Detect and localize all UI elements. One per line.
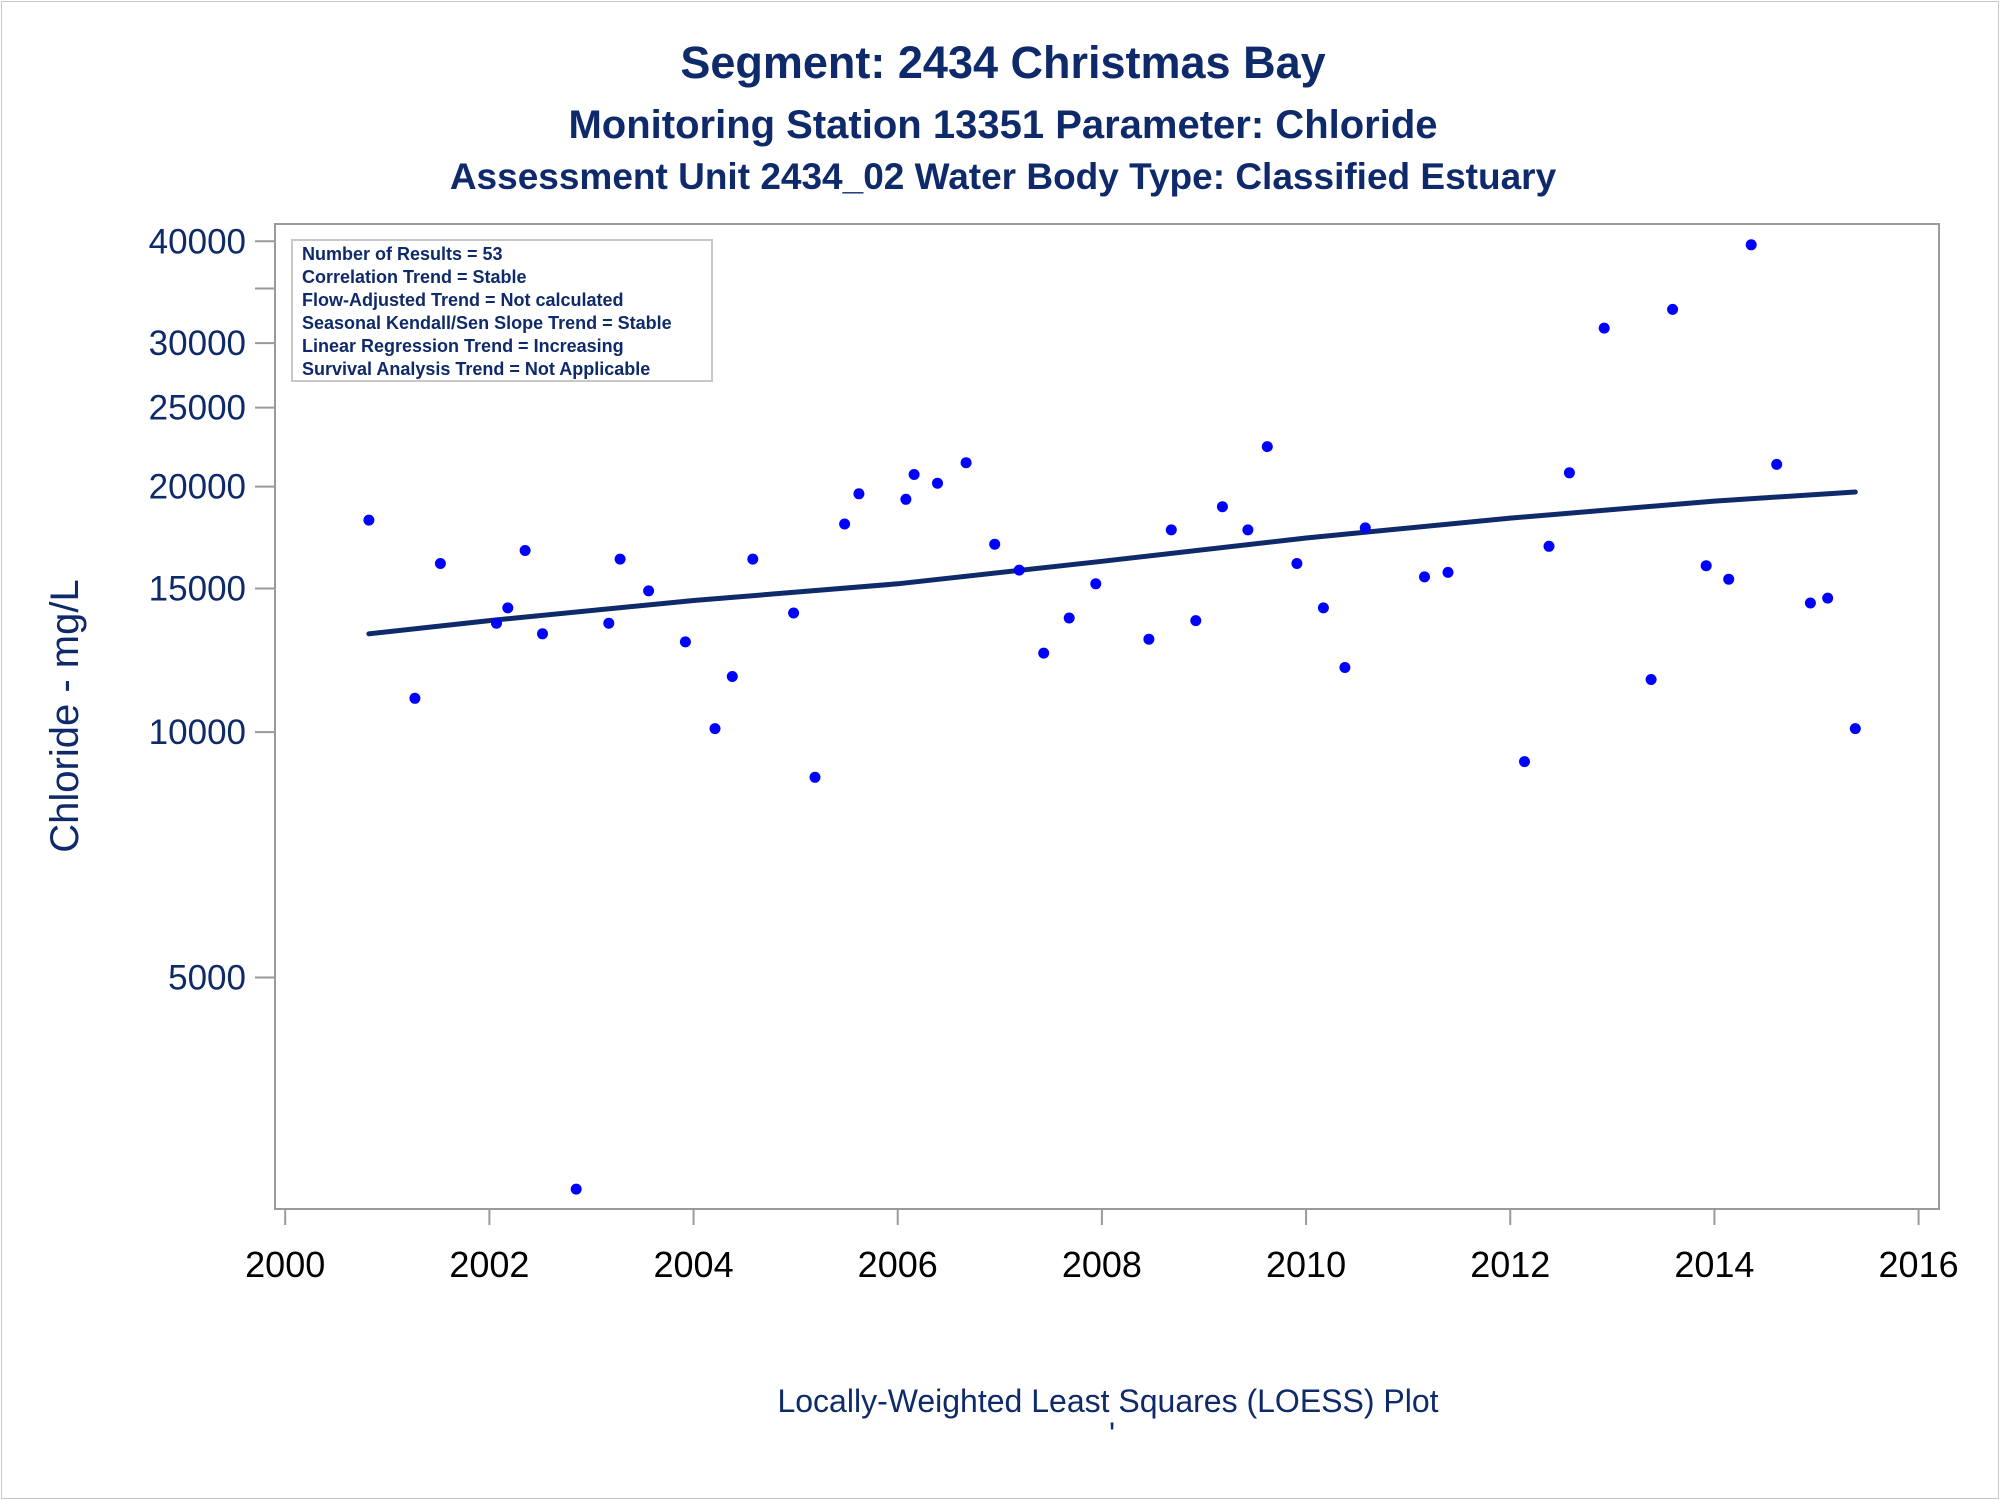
y-tick-label: 5000 bbox=[168, 958, 246, 997]
data-point bbox=[1291, 558, 1303, 569]
data-point bbox=[809, 771, 821, 783]
stat-seasonal-kendall-trend: Seasonal Kendall/Sen Slope Trend = Stabl… bbox=[302, 313, 672, 333]
data-point bbox=[960, 457, 972, 469]
y-tick-label: 25000 bbox=[149, 389, 246, 428]
chart-subtitle-2: Assessment Unit 2434_02 Water Body Type:… bbox=[450, 156, 1557, 197]
x-tick-label: 2004 bbox=[654, 1244, 734, 1285]
data-point bbox=[1190, 615, 1202, 627]
data-point bbox=[614, 553, 626, 565]
data-point bbox=[853, 488, 865, 500]
data-point bbox=[1339, 662, 1351, 673]
data-point bbox=[570, 1183, 582, 1195]
data-point bbox=[643, 585, 655, 597]
x-tick-label: 2010 bbox=[1266, 1244, 1346, 1285]
y-tick-label: 15000 bbox=[149, 570, 246, 609]
stat-linear-regression-trend: Linear Regression Trend = Increasing bbox=[302, 336, 624, 356]
data-point bbox=[747, 553, 759, 565]
data-point bbox=[519, 545, 531, 556]
y-tick-label: 10000 bbox=[149, 713, 246, 752]
x-tick-label: 2000 bbox=[245, 1244, 325, 1285]
data-point bbox=[839, 518, 851, 530]
x-tick-label: 2016 bbox=[1879, 1244, 1959, 1285]
loess-trend-line-group bbox=[366, 489, 1858, 637]
data-point bbox=[1442, 566, 1454, 578]
data-point bbox=[932, 477, 943, 489]
data-point bbox=[1667, 303, 1679, 315]
data-point bbox=[1143, 633, 1155, 645]
y-tick-label: 40000 bbox=[149, 222, 246, 261]
stats-box-frame bbox=[291, 239, 713, 382]
x-tick-label: 2006 bbox=[858, 1244, 938, 1285]
stats-box: Number of Results = 53 Correlation Trend… bbox=[291, 239, 713, 382]
chart-subtitle: Monitoring Station 13351 Parameter: Chlo… bbox=[568, 103, 1437, 147]
data-point bbox=[603, 617, 615, 629]
data-point bbox=[908, 469, 920, 480]
data-point bbox=[709, 723, 721, 735]
data-point bbox=[1419, 571, 1430, 583]
y-tick-label: 30000 bbox=[149, 324, 246, 363]
x-tick-label: 2014 bbox=[1674, 1244, 1754, 1285]
chart-footnote: Locally-Weighted Least Squares (LOESS) P… bbox=[777, 1383, 1438, 1419]
data-point bbox=[1822, 592, 1834, 604]
data-point bbox=[1563, 467, 1575, 479]
data-point bbox=[1090, 578, 1102, 590]
y-tick-label: 20000 bbox=[149, 468, 246, 507]
data-point bbox=[1261, 441, 1273, 453]
data-point bbox=[1645, 674, 1657, 685]
data-point bbox=[1038, 647, 1050, 659]
data-point bbox=[989, 538, 1001, 550]
data-point bbox=[363, 514, 375, 526]
stat-flow-adjusted-trend: Flow-Adjusted Trend = Not calculated bbox=[302, 290, 624, 310]
x-axis: 2000 2002 2004 2006 2008 2010 2012 2014 2016 bbox=[245, 1209, 1959, 1285]
stat-survival-analysis-trend: Survival Analysis Trend = Not Applicable bbox=[302, 359, 650, 379]
data-point bbox=[1063, 612, 1075, 624]
loess-trend-line bbox=[366, 489, 1858, 637]
y-axis: 5000 10000 15000 20000 25000 30000 40000 bbox=[149, 222, 275, 997]
data-point bbox=[1700, 560, 1712, 572]
data-point bbox=[1598, 322, 1610, 334]
y-axis-label: Chloride - mg/L bbox=[43, 579, 87, 852]
chart-title: Segment: 2434 Christmas Bay bbox=[680, 37, 1325, 88]
x-tick-label: 2008 bbox=[1062, 1244, 1142, 1285]
data-point bbox=[1519, 756, 1530, 768]
stat-correlation-trend: Correlation Trend = Stable bbox=[302, 267, 527, 287]
data-point bbox=[1359, 522, 1371, 534]
data-point bbox=[1771, 458, 1783, 470]
data-point bbox=[434, 558, 446, 569]
stat-number-of-results: Number of Results = 53 bbox=[302, 244, 503, 264]
data-point bbox=[1745, 239, 1757, 251]
data-point bbox=[900, 493, 912, 505]
data-point bbox=[1723, 573, 1735, 585]
data-point bbox=[726, 671, 738, 682]
data-point bbox=[788, 607, 800, 619]
data-point bbox=[491, 617, 502, 629]
data-point bbox=[502, 602, 514, 614]
data-points bbox=[363, 239, 1861, 1195]
data-point bbox=[1543, 540, 1555, 552]
footnote-mark: ' bbox=[1109, 1416, 1115, 1452]
x-tick-label: 2002 bbox=[449, 1244, 529, 1285]
data-point bbox=[1216, 501, 1228, 513]
data-point bbox=[679, 636, 691, 648]
data-point bbox=[1849, 723, 1861, 735]
data-point bbox=[537, 628, 548, 640]
data-point bbox=[1013, 564, 1025, 576]
data-point bbox=[1165, 524, 1177, 536]
data-point bbox=[1317, 602, 1329, 614]
data-point bbox=[1242, 524, 1254, 536]
plot-area-frame bbox=[274, 223, 1940, 1210]
data-point bbox=[409, 692, 421, 704]
data-point bbox=[1804, 597, 1816, 609]
x-tick-label: 2012 bbox=[1470, 1244, 1550, 1285]
